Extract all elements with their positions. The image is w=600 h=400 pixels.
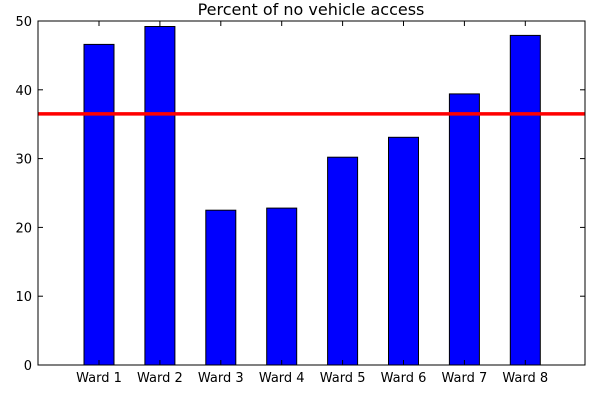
- plot-frame: [37, 20, 586, 366]
- y-tick-label: 0: [24, 359, 32, 374]
- x-tick-label: Ward 8: [502, 371, 548, 386]
- y-tick-label: 10: [15, 290, 32, 305]
- x-axis: Ward 1 Ward 2 Ward 3 Ward 4 Ward 5 Ward 6 Ward…: [76, 21, 548, 386]
- bars-group: [83, 26, 541, 366]
- x-tick-label: Ward 7: [442, 371, 488, 386]
- y-tick-label: 40: [15, 84, 32, 99]
- x-tick-label: Ward 4: [259, 371, 305, 386]
- x-tick-label: Ward 3: [198, 371, 244, 386]
- x-tick-label: Ward 5: [320, 371, 366, 386]
- x-tick-label: Ward 6: [381, 371, 427, 386]
- x-tick-label: Ward 2: [137, 371, 183, 386]
- x-tick-label: Ward 1: [76, 371, 122, 386]
- y-tick-label: 50: [15, 15, 32, 30]
- bar-ward-7: [448, 93, 480, 366]
- bar-ward-4: [266, 207, 298, 366]
- y-tick-label: 30: [15, 153, 32, 168]
- bar-ward-5: [327, 156, 359, 366]
- bar-ward-6: [388, 136, 419, 366]
- plot-area: [38, 21, 585, 365]
- y-tick-label: 20: [15, 221, 32, 236]
- bar-ward-3: [205, 209, 237, 366]
- bar-ward-2: [144, 26, 176, 366]
- chart-title: Percent of no vehicle access: [198, 0, 425, 19]
- bar-ward-1: [83, 43, 115, 366]
- y-axis: 0 10 20 30 40 50: [15, 15, 585, 374]
- bar-ward-8: [509, 34, 541, 366]
